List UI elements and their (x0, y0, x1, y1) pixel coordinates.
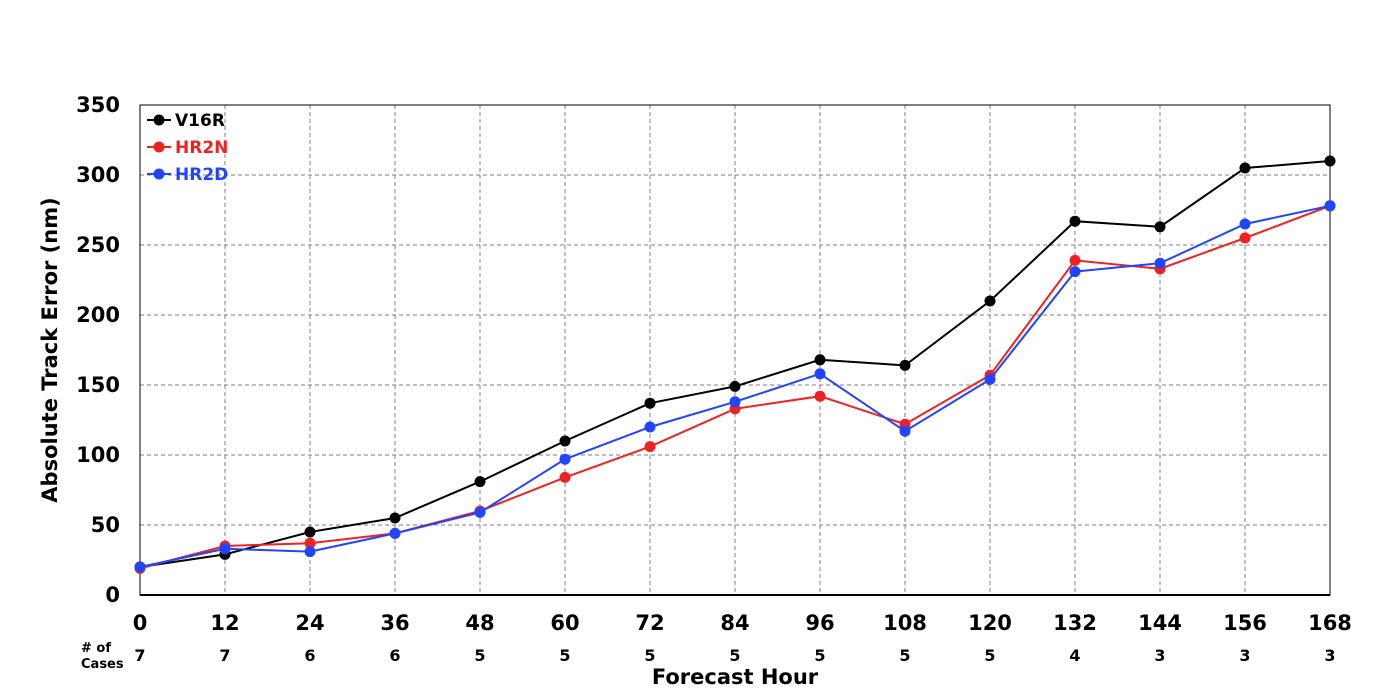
data-point (559, 453, 571, 465)
case-count: 7 (134, 646, 145, 665)
data-point (559, 435, 571, 447)
data-point (1069, 215, 1081, 227)
x-tick-label: 24 (295, 611, 324, 635)
legend-item: V16R (147, 111, 225, 131)
data-point (899, 359, 911, 371)
data-point (1069, 254, 1081, 266)
data-point (814, 390, 826, 402)
data-point (1154, 257, 1166, 269)
data-point (1154, 221, 1166, 233)
x-tick-label: 144 (1138, 611, 1182, 635)
x-tick-label: 108 (883, 611, 927, 635)
data-point (1239, 232, 1251, 244)
legend-label: V16R (175, 111, 225, 131)
x-tick-label: 36 (380, 611, 409, 635)
data-point (474, 506, 486, 518)
case-count: 5 (474, 646, 485, 665)
case-count: 5 (729, 646, 740, 665)
x-tick-label: 12 (210, 611, 239, 635)
case-count: 5 (559, 646, 570, 665)
data-point (729, 396, 741, 408)
case-count: 6 (304, 646, 315, 665)
x-tick-labels: 0 12 24 36 48 60 72 84 96 108 120 132 144 156 168 (133, 611, 1352, 635)
legend-marker (153, 168, 165, 180)
data-point (304, 546, 316, 558)
x-tick-label: 48 (465, 611, 494, 635)
x-tick-label: 132 (1053, 611, 1097, 635)
y-axis-title: Absolute Track Error (nm) (38, 197, 62, 502)
y-tick-label: 100 (76, 443, 120, 467)
case-count: 4 (1069, 646, 1080, 665)
case-count: 5 (984, 646, 995, 665)
data-point (304, 526, 316, 538)
x-axis-title: Forecast Hour (652, 665, 819, 689)
data-point (559, 471, 571, 483)
data-point (984, 295, 996, 307)
data-point (389, 512, 401, 524)
series-hr2d (134, 200, 1336, 573)
x-tick-label: 60 (550, 611, 579, 635)
data-point (304, 537, 316, 549)
y-tick-labels: 0 50 100 150 200 250 300 350 (76, 93, 120, 607)
case-count: 3 (1239, 646, 1250, 665)
x-tick-label: 84 (720, 611, 749, 635)
case-count: 3 (1324, 646, 1335, 665)
legend-item: HR2D (147, 165, 228, 185)
legend-label: HR2D (175, 165, 228, 185)
y-tick-label: 350 (76, 93, 120, 117)
data-point (814, 354, 826, 366)
y-tick-label: 50 (91, 513, 120, 537)
case-count: 3 (1154, 646, 1165, 665)
data-point (474, 476, 486, 488)
data-point (644, 441, 656, 453)
gridlines (140, 105, 1330, 595)
legend-marker (153, 114, 165, 126)
data-point (984, 373, 996, 385)
cases-label-line1: # of (81, 641, 111, 656)
legend-item: HR2N (147, 138, 228, 158)
data-point (899, 425, 911, 437)
case-count: 7 (219, 646, 230, 665)
cases-label-line2: Cases (81, 657, 124, 672)
series-group (134, 155, 1336, 574)
case-counts: 7 7 6 6 5 5 5 5 5 5 5 4 3 3 3 (134, 646, 1335, 665)
data-point (219, 543, 231, 555)
data-point (389, 527, 401, 539)
data-point (1324, 155, 1336, 167)
data-point (1239, 218, 1251, 230)
data-point (1324, 200, 1336, 212)
case-count: 6 (389, 646, 400, 665)
legend-marker (153, 141, 165, 153)
y-tick-label: 200 (76, 303, 120, 327)
x-tick-label: 168 (1308, 611, 1352, 635)
x-tick-label: 72 (635, 611, 664, 635)
data-point (134, 561, 146, 573)
x-tick-label: 120 (968, 611, 1012, 635)
x-tick-label: 0 (133, 611, 148, 635)
legend-label: HR2N (175, 138, 228, 158)
y-tick-label: 150 (76, 373, 120, 397)
data-point (814, 368, 826, 380)
data-point (644, 421, 656, 433)
case-count: 5 (644, 646, 655, 665)
y-tick-label: 0 (105, 583, 120, 607)
data-point (729, 380, 741, 392)
case-count: 5 (814, 646, 825, 665)
y-tick-label: 300 (76, 163, 120, 187)
x-tick-label: 96 (805, 611, 834, 635)
data-point (1239, 162, 1251, 174)
x-tick-label: 156 (1223, 611, 1267, 635)
case-count: 5 (899, 646, 910, 665)
y-tick-label: 250 (76, 233, 120, 257)
data-point (644, 397, 656, 409)
legend: V16R HR2N HR2D (147, 111, 228, 185)
data-point (1069, 266, 1081, 278)
